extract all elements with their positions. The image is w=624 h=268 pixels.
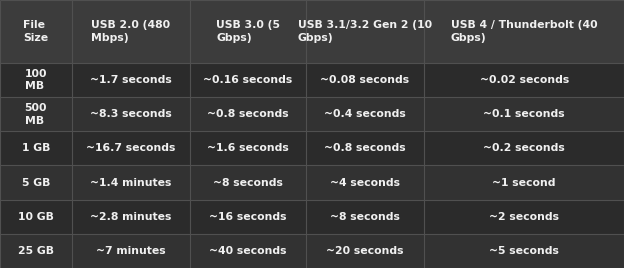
Text: ~16 seconds: ~16 seconds — [209, 212, 287, 222]
Text: USB 2.0 (480
Mbps): USB 2.0 (480 Mbps) — [92, 20, 170, 43]
Text: ~0.8 seconds: ~0.8 seconds — [324, 143, 406, 153]
Text: 500
MB: 500 MB — [24, 103, 47, 126]
Text: ~1.6 seconds: ~1.6 seconds — [207, 143, 289, 153]
Text: ~0.2 seconds: ~0.2 seconds — [483, 143, 565, 153]
Text: File
Size: File Size — [23, 20, 49, 43]
Text: ~1.7 seconds: ~1.7 seconds — [90, 75, 172, 85]
Text: ~8 seconds: ~8 seconds — [213, 178, 283, 188]
Text: ~2 seconds: ~2 seconds — [489, 212, 559, 222]
Text: ~8.3 seconds: ~8.3 seconds — [90, 109, 172, 119]
Bar — [0, 63, 624, 97]
Bar — [0, 131, 624, 165]
Bar — [0, 200, 624, 234]
Text: USB 4 / Thunderbolt (40
Gbps): USB 4 / Thunderbolt (40 Gbps) — [451, 20, 597, 43]
Text: USB 3.1/3.2 Gen 2 (10
Gbps): USB 3.1/3.2 Gen 2 (10 Gbps) — [298, 20, 432, 43]
Text: ~0.16 seconds: ~0.16 seconds — [203, 75, 293, 85]
Text: 25 GB: 25 GB — [18, 246, 54, 256]
Text: ~7 minutes: ~7 minutes — [96, 246, 166, 256]
Text: ~0.02 seconds: ~0.02 seconds — [479, 75, 569, 85]
Text: 1 GB: 1 GB — [22, 143, 50, 153]
Bar — [0, 97, 624, 131]
Text: ~0.08 seconds: ~0.08 seconds — [321, 75, 409, 85]
Text: ~1.4 minutes: ~1.4 minutes — [90, 178, 172, 188]
Text: ~40 seconds: ~40 seconds — [209, 246, 287, 256]
Text: ~0.8 seconds: ~0.8 seconds — [207, 109, 289, 119]
Text: ~8 seconds: ~8 seconds — [330, 212, 400, 222]
Text: 5 GB: 5 GB — [22, 178, 50, 188]
Text: ~2.8 minutes: ~2.8 minutes — [90, 212, 172, 222]
Text: 100
MB: 100 MB — [24, 69, 47, 91]
Text: ~20 seconds: ~20 seconds — [326, 246, 404, 256]
Bar — [0, 165, 624, 200]
Text: USB 3.0 (5
Gbps): USB 3.0 (5 Gbps) — [216, 20, 280, 43]
Text: ~16.7 seconds: ~16.7 seconds — [86, 143, 176, 153]
Bar — [0, 0, 624, 63]
Text: ~5 seconds: ~5 seconds — [489, 246, 559, 256]
Text: ~1 second: ~1 second — [492, 178, 556, 188]
Text: ~0.1 seconds: ~0.1 seconds — [484, 109, 565, 119]
Text: 10 GB: 10 GB — [18, 212, 54, 222]
Text: ~4 seconds: ~4 seconds — [330, 178, 400, 188]
Bar — [0, 234, 624, 268]
Text: ~0.4 seconds: ~0.4 seconds — [324, 109, 406, 119]
